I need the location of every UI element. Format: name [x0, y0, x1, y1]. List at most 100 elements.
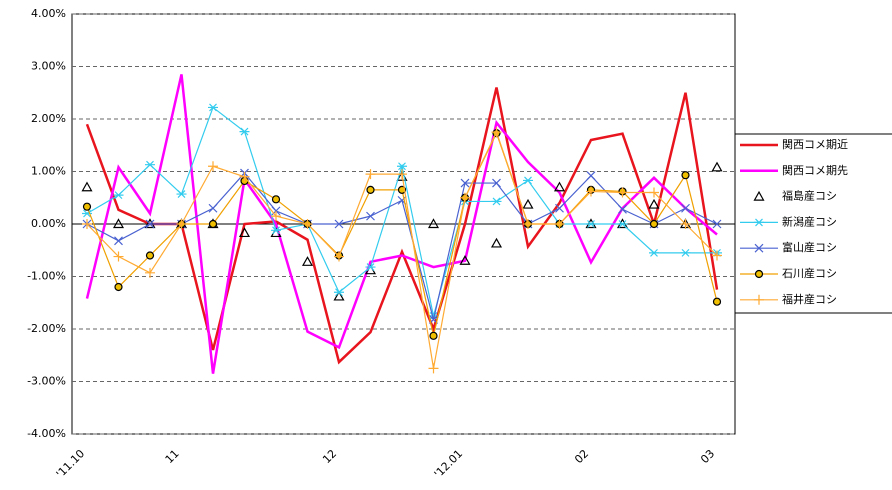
legend-label: 福島産コシ: [782, 189, 837, 203]
marker: [753, 190, 765, 201]
marker: [114, 282, 123, 292]
y-tick-label: -3.00%: [27, 375, 66, 388]
marker: [490, 237, 503, 248]
marker: [618, 204, 627, 214]
marker: [397, 169, 407, 180]
marker: [554, 219, 565, 229]
y-tick-label: -2.00%: [27, 322, 66, 335]
y-tick-label: 0.00%: [31, 217, 66, 230]
y-tick-label: 3.00%: [31, 60, 66, 73]
marker: [711, 161, 723, 172]
legend-marker: [753, 190, 765, 201]
marker: [680, 219, 691, 229]
legend-marker: [754, 243, 764, 253]
marker: [754, 218, 764, 227]
marker: [145, 160, 155, 169]
marker: [427, 218, 440, 229]
y-tick-label: 2.00%: [31, 112, 66, 125]
marker: [113, 191, 124, 200]
marker: [176, 190, 187, 198]
marker: [649, 219, 659, 229]
legend: [734, 133, 892, 314]
series: [85, 74, 718, 374]
series: [85, 87, 719, 365]
marker: [649, 248, 659, 257]
marker: [712, 219, 722, 229]
marker: [366, 185, 375, 194]
marker: [680, 248, 691, 257]
marker: [523, 176, 533, 185]
x-tick-label: 12: [320, 447, 339, 466]
marker: [334, 288, 344, 297]
x-tick-label: '12.01: [432, 447, 466, 481]
marker: [239, 127, 250, 136]
y-tick-label: -4.00%: [27, 427, 66, 440]
marker: [239, 171, 250, 182]
marker: [271, 211, 281, 222]
marker: [271, 226, 281, 235]
marker: [429, 331, 438, 340]
series: [82, 127, 722, 374]
x-tick-label: 02: [572, 447, 591, 466]
legend-label: 富山産コシ: [782, 240, 837, 254]
marker: [208, 203, 218, 213]
legend-label: 石川産コシ: [782, 267, 837, 280]
marker: [649, 187, 659, 198]
marker: [271, 195, 281, 204]
marker: [460, 192, 470, 203]
marker: [712, 297, 722, 306]
marker: [491, 127, 502, 138]
series-line: [85, 87, 719, 365]
marker: [712, 250, 722, 261]
marker: [145, 267, 155, 278]
marker: [523, 219, 533, 229]
marker: [754, 269, 764, 279]
marker: [145, 219, 155, 229]
marker: [365, 169, 376, 180]
x-tick-label: 03: [698, 447, 717, 466]
marker: [617, 187, 628, 198]
legend-marker: [754, 294, 764, 305]
marker: [397, 162, 407, 171]
marker: [238, 227, 251, 238]
marker: [145, 251, 155, 260]
marker: [302, 219, 313, 229]
marker: [208, 219, 218, 229]
legend-label: 新潟産コシ: [782, 214, 837, 228]
marker: [754, 294, 764, 305]
marker: [176, 219, 187, 229]
marker: [754, 243, 764, 253]
marker: [522, 198, 534, 209]
marker: [82, 202, 92, 211]
marker: [366, 211, 375, 221]
marker: [617, 220, 628, 228]
marker: [460, 178, 470, 188]
marker: [365, 263, 376, 271]
marker: [208, 103, 218, 112]
legend-label: 関西コメ期近: [782, 138, 848, 151]
marker: [114, 236, 123, 246]
marker: [491, 197, 502, 206]
marker: [681, 203, 690, 213]
y-tick-label: 1.00%: [31, 165, 66, 178]
marker: [301, 256, 314, 266]
marker: [586, 186, 596, 197]
marker: [586, 220, 596, 228]
series: [82, 103, 722, 320]
marker: [428, 363, 439, 374]
legend-label: 福井産コシ: [782, 292, 837, 306]
marker: [113, 251, 124, 262]
marker: [333, 290, 345, 301]
marker: [334, 219, 344, 229]
y-tick-label: 4.00%: [31, 7, 66, 20]
marker: [334, 251, 344, 262]
marker: [553, 181, 566, 192]
marker: [81, 181, 93, 192]
marker: [681, 171, 690, 180]
marker: [648, 198, 660, 209]
marker: [112, 218, 125, 229]
marker: [208, 161, 218, 172]
marker: [555, 203, 564, 213]
legend-marker: [754, 218, 764, 227]
